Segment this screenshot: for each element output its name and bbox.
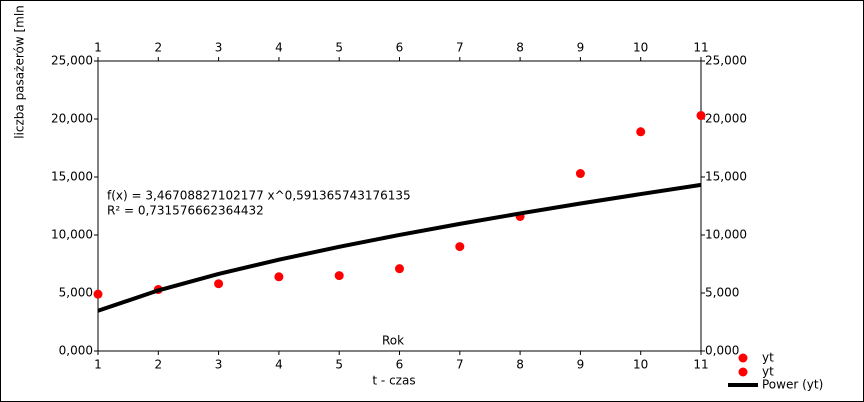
x2-tick-label: 10 xyxy=(633,41,648,55)
legend-marker xyxy=(738,367,748,377)
point xyxy=(455,242,465,252)
point xyxy=(395,264,404,274)
legend-label: Power (yt) xyxy=(762,378,823,392)
x-tick-label: 7 xyxy=(456,358,464,372)
x-tick-label: 11 xyxy=(693,358,708,372)
y2-tick-label: 20,000 xyxy=(705,112,747,126)
y2-tick-label: 10,000 xyxy=(705,228,747,242)
legend-label: yt xyxy=(762,365,774,379)
x2-tick-label: 11 xyxy=(693,41,708,55)
y-tick-label: 25,000 xyxy=(51,54,93,68)
x-tick-label: 1 xyxy=(94,358,102,372)
y-tick-label: 5,000 xyxy=(59,286,93,300)
trend-line xyxy=(97,182,702,313)
x-tick-label: 3 xyxy=(215,358,223,372)
point xyxy=(636,127,646,137)
x2-tick-label: 1 xyxy=(94,41,102,55)
y-tick-label: 10,000 xyxy=(51,228,93,242)
x2-tick-label: 8 xyxy=(516,41,524,55)
legend-label: yt xyxy=(762,351,774,365)
point xyxy=(334,271,344,281)
x-tick-label: 2 xyxy=(154,358,162,372)
x2-tick-label: 3 xyxy=(215,41,223,55)
x-tick-label: 4 xyxy=(275,358,283,372)
r-squared: R² = 0,731576662364432 xyxy=(107,204,264,218)
x2-tick-label: 2 xyxy=(154,41,162,55)
annotation: Rok xyxy=(382,334,404,348)
y2-tick-label: 25,000 xyxy=(705,54,747,68)
y-tick-label: 15,000 xyxy=(51,170,93,184)
equation: f(x) = 3,46708827102177 x^0,591365743176… xyxy=(107,189,411,203)
y2-tick-label: 0,000 xyxy=(705,344,739,358)
x-tick-label: 8 xyxy=(516,358,524,372)
x2-tick-label: 6 xyxy=(396,41,404,55)
point xyxy=(93,289,103,299)
point xyxy=(214,279,224,289)
y2-tick-label: 15,000 xyxy=(705,170,747,184)
x2-tick-label: 5 xyxy=(335,41,343,55)
x-tick-label: 6 xyxy=(396,358,404,372)
y-tick-label: 0,000 xyxy=(59,344,93,358)
legend-marker xyxy=(738,353,748,363)
point xyxy=(575,169,585,179)
point xyxy=(274,272,284,282)
x-tick-label: 5 xyxy=(335,358,343,372)
x-tick-label: 9 xyxy=(577,358,585,372)
x-axis-title: t - czas xyxy=(372,374,415,388)
x2-tick-label: 4 xyxy=(275,41,283,55)
x2-tick-label: 7 xyxy=(456,41,464,55)
y2-tick-label: 5,000 xyxy=(705,286,739,300)
point xyxy=(696,111,706,121)
x2-tick-label: 9 xyxy=(577,41,585,55)
y-tick-label: 20,000 xyxy=(51,112,93,126)
x-tick-label: 10 xyxy=(633,358,648,372)
y-axis-title: liczba pasażerów [mln xyxy=(13,5,27,139)
